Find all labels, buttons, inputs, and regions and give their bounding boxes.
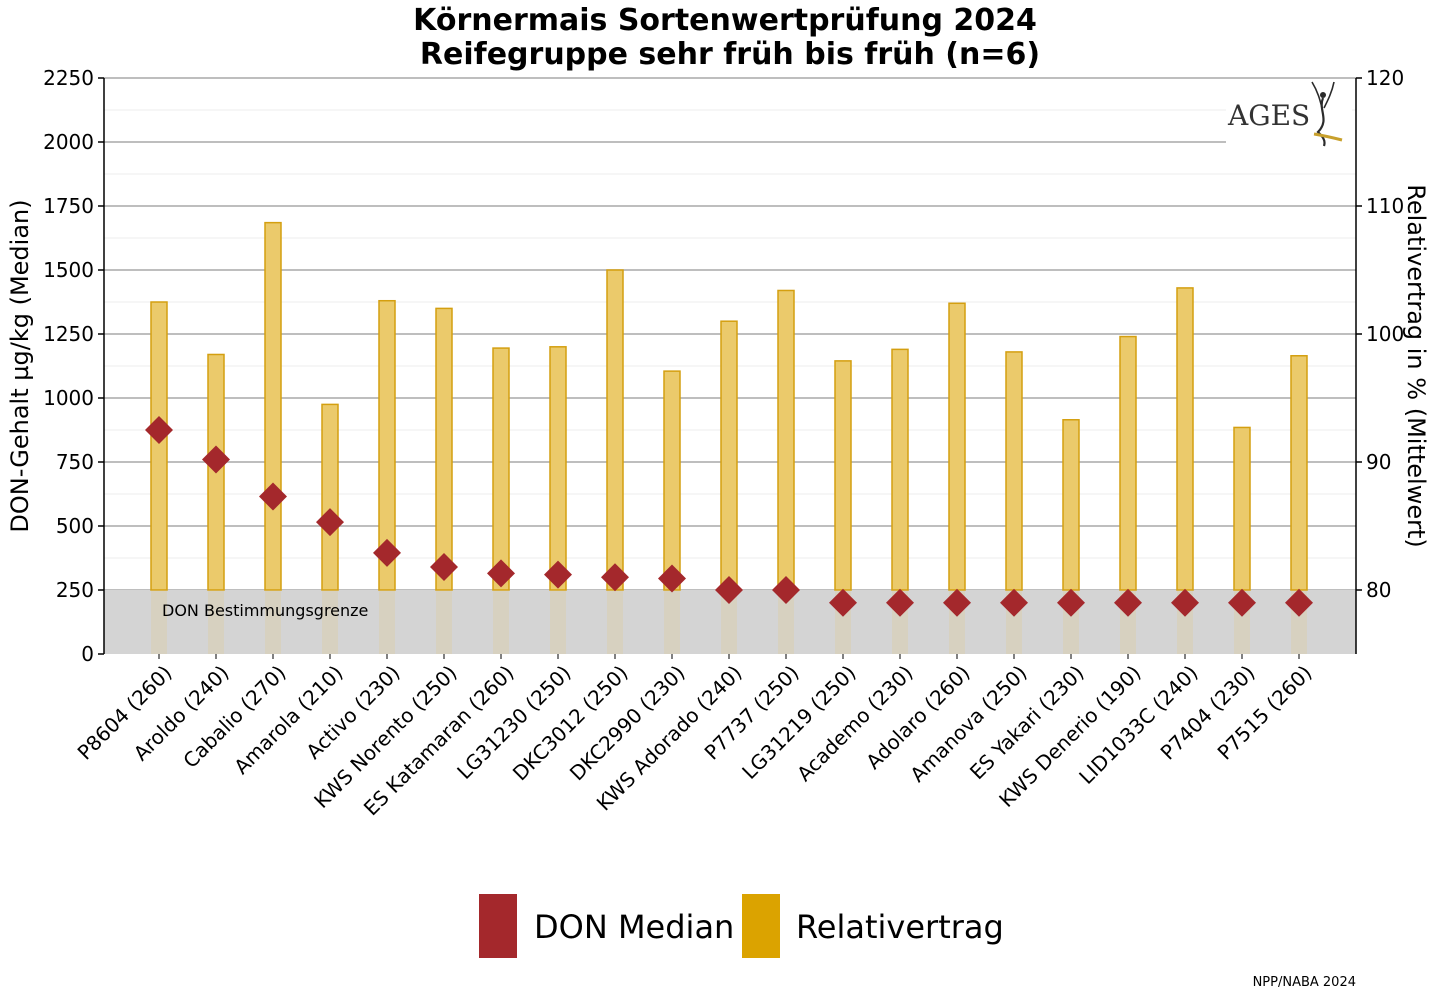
bar-relativertrag (1005, 351, 1023, 591)
marker-don-median (259, 482, 287, 511)
bar-relativertrag-base (151, 590, 167, 654)
bar-relativertrag-base (265, 590, 281, 654)
bar-relativertrag-base (721, 590, 737, 654)
marker-don-median (316, 508, 344, 537)
source-note: NPP/NABA 2024 (1253, 975, 1356, 990)
bar-relativertrag (1062, 419, 1080, 591)
bar-layer (150, 221, 1308, 654)
marker-don-median (1285, 588, 1313, 617)
legend-label-yield: Relativertrag (796, 908, 1004, 946)
bar-relativertrag (492, 347, 510, 591)
threshold-label: DON Bestimmungsgrenze (162, 601, 368, 620)
marker-don-median (487, 559, 515, 588)
marker-don-median (145, 416, 173, 444)
legend: DON Median Relativertrag (479, 894, 1004, 958)
y-tick-label-left: 0 (81, 642, 94, 666)
bar-relativertrag (549, 346, 567, 591)
bar-relativertrag (891, 348, 909, 591)
marker-don-median (1114, 588, 1142, 617)
bar-relativertrag-base (607, 590, 623, 654)
ages-logo-text: AGES (1227, 99, 1310, 132)
y-tick-label-left: 2250 (43, 66, 94, 90)
bar-relativertrag (777, 289, 795, 591)
bar-relativertrag (720, 320, 738, 591)
y-tick-label-left: 250 (56, 578, 94, 602)
marker-don-median (1228, 588, 1256, 617)
chart-title-line1: Körnermais Sortenwertprüfung 2024 (413, 3, 1037, 38)
bar-relativertrag-base (322, 590, 338, 654)
bar-relativertrag (948, 302, 966, 591)
bar-relativertrag (1176, 287, 1194, 591)
ages-figure-icon (1311, 81, 1343, 147)
y-tick-label-left: 500 (56, 514, 94, 538)
bar-relativertrag (606, 269, 624, 591)
marker-don-median (1057, 588, 1085, 617)
y-axis-left-label: DON-Gehalt µg/kg (Median) (6, 199, 34, 532)
marker-don-median (886, 588, 914, 617)
bar-relativertrag (150, 301, 168, 591)
axis-layer (98, 77, 1362, 659)
marker-don-median (829, 588, 857, 617)
bar-relativertrag (1233, 426, 1251, 591)
marker-don-median (943, 588, 971, 617)
y-tick-label-left: 1250 (43, 322, 94, 346)
bar-relativertrag (663, 370, 681, 591)
bar-relativertrag (435, 307, 453, 591)
bar-relativertrag-base (493, 590, 509, 654)
bar-relativertrag (378, 299, 396, 591)
bar-relativertrag (1290, 355, 1308, 591)
y-tick-label-left: 750 (56, 450, 94, 474)
y-tick-label-right: 90 (1366, 450, 1391, 474)
marker-don-median (1000, 588, 1028, 617)
y-tick-label-left: 1000 (43, 386, 94, 410)
y-tick-label-left: 1500 (43, 258, 94, 282)
marker-don-median (772, 576, 800, 604)
bar-relativertrag (834, 360, 852, 591)
marker-don-median (1171, 588, 1199, 617)
y-tick-label-right: 120 (1366, 66, 1404, 90)
ages-logo: AGES (1226, 80, 1352, 148)
marker-don-median (373, 538, 401, 567)
legend-swatch-yield (742, 894, 780, 958)
y-tick-label-left: 1750 (43, 194, 94, 218)
bar-relativertrag-base (436, 590, 452, 654)
marker-don-median (601, 563, 629, 592)
bar-relativertrag (264, 221, 282, 591)
chart-title-line2: Reifegruppe sehr früh bis früh (n=6) (420, 37, 1040, 72)
bar-relativertrag-base (550, 590, 566, 654)
bar-relativertrag-base (208, 590, 224, 654)
marker-layer (145, 416, 1313, 617)
y-tick-label-right: 100 (1366, 322, 1404, 346)
marker-don-median (430, 552, 458, 581)
marker-don-median (544, 560, 572, 589)
legend-swatch-don (479, 894, 517, 958)
bar-relativertrag-base (778, 590, 794, 654)
marker-don-median (715, 576, 743, 604)
bar-relativertrag (321, 403, 339, 591)
legend-label-don: DON Median (534, 908, 734, 946)
bar-relativertrag (1119, 335, 1137, 591)
y-tick-label-left: 2000 (43, 130, 94, 154)
marker-don-median (202, 445, 230, 474)
y-tick-label-right: 80 (1366, 578, 1391, 602)
y-tick-label-right: 110 (1366, 194, 1404, 218)
marker-don-median (658, 564, 686, 593)
bar-relativertrag-base (664, 590, 680, 654)
bar-relativertrag-base (379, 590, 395, 654)
y-axis-right-label: Relativertrag in % (Mittelwert) (1402, 184, 1430, 547)
